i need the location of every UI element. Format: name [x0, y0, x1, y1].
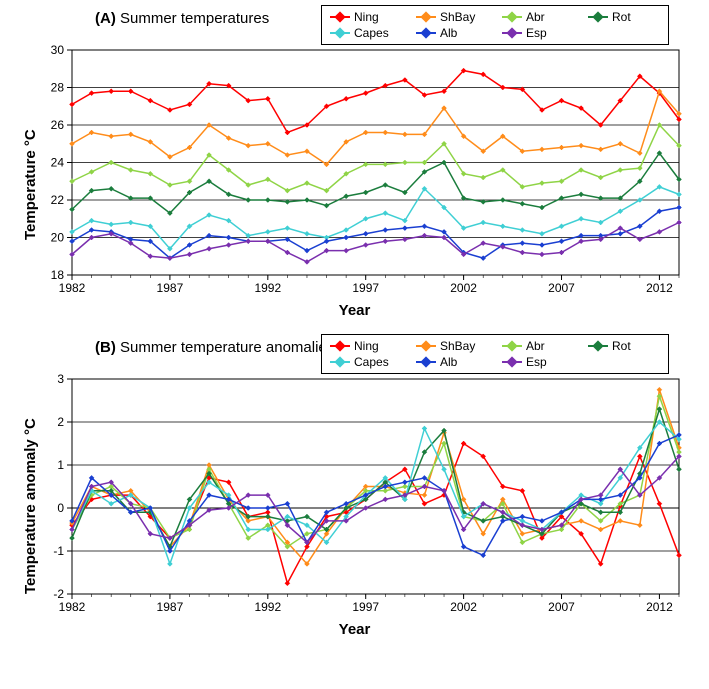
legend-item-rot: Rot: [588, 339, 660, 353]
panel-b: (B) Summer temperature anomalies Ning ShB…: [10, 339, 699, 638]
svg-text:1992: 1992: [254, 281, 281, 295]
panel-b-chart: -2 -1 0 1 2 3 1982 1987 1992 1997 2002 2007 2012: [10, 339, 699, 619]
svg-text:1982: 1982: [59, 281, 86, 295]
legend-item-abr: Abr: [502, 339, 574, 353]
panel-a-chart: 18 20 22 24 26 28 30 1982 1987 1992 1997 2002 2007 20…: [10, 10, 699, 300]
panel-a-xlabel: Year: [10, 302, 699, 319]
svg-text:-2: -2: [53, 587, 64, 601]
svg-text:1997: 1997: [352, 281, 379, 295]
legend-item-alb: Alb: [416, 355, 488, 369]
legend-item-alb: Alb: [416, 26, 488, 40]
svg-text:0: 0: [57, 501, 64, 515]
figure: (A) Summer temperatures Ning ShBay Abr Rot C…: [10, 10, 699, 638]
svg-text:1987: 1987: [157, 600, 184, 614]
panel-b-legend: Ning ShBay Abr Rot Capes Alb Esp: [321, 334, 669, 374]
svg-text:2007: 2007: [548, 281, 575, 295]
legend-item-shbay: ShBay: [416, 339, 488, 353]
svg-text:2007: 2007: [548, 600, 575, 614]
legend-item-esp: Esp: [502, 355, 574, 369]
panel-b-ylabel: Temperature anomaly °C: [22, 418, 39, 594]
panel-a-title: (A) Summer temperatures: [95, 10, 269, 27]
svg-text:2002: 2002: [450, 281, 477, 295]
svg-text:2012: 2012: [646, 281, 673, 295]
svg-text:22: 22: [51, 193, 65, 207]
svg-text:2: 2: [57, 415, 64, 429]
svg-text:26: 26: [51, 118, 65, 132]
svg-text:1: 1: [57, 458, 64, 472]
svg-text:1997: 1997: [352, 600, 379, 614]
svg-text:24: 24: [51, 156, 65, 170]
panel-a-ylabel: Temperature °C: [22, 129, 39, 240]
legend-item-ning: Ning: [330, 339, 402, 353]
svg-text:2002: 2002: [450, 600, 477, 614]
legend-item-shbay: ShBay: [416, 10, 488, 24]
legend-item-ning: Ning: [330, 10, 402, 24]
svg-text:1992: 1992: [254, 600, 281, 614]
svg-text:1987: 1987: [157, 281, 184, 295]
panel-b-xlabel: Year: [10, 621, 699, 638]
legend-item-capes: Capes: [330, 355, 402, 369]
svg-text:18: 18: [51, 268, 65, 282]
panel-a: (A) Summer temperatures Ning ShBay Abr Rot C…: [10, 10, 699, 319]
svg-text:20: 20: [51, 231, 65, 245]
panel-a-legend: Ning ShBay Abr Rot Capes Alb Esp: [321, 5, 669, 45]
legend-item-rot: Rot: [588, 10, 660, 24]
panel-b-title: (B) Summer temperature anomalies: [95, 339, 334, 356]
legend-item-esp: Esp: [502, 26, 574, 40]
svg-text:1982: 1982: [59, 600, 86, 614]
svg-text:3: 3: [57, 372, 64, 386]
svg-text:2012: 2012: [646, 600, 673, 614]
svg-text:-1: -1: [53, 544, 64, 558]
svg-text:28: 28: [51, 81, 65, 95]
svg-text:30: 30: [51, 43, 65, 57]
legend-item-abr: Abr: [502, 10, 574, 24]
legend-item-capes: Capes: [330, 26, 402, 40]
